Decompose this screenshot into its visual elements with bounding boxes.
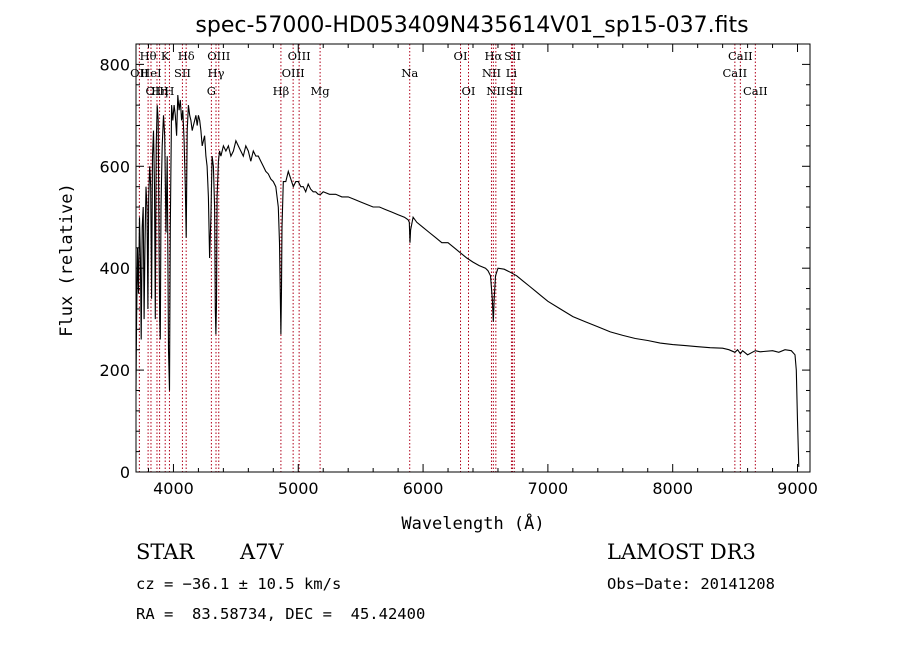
line-marker-label-0: OII (130, 66, 149, 80)
plot-frame (135, 43, 811, 473)
line-marker-label-6: H (164, 84, 174, 98)
x-tick-label-5: 9000 (777, 479, 818, 498)
line-marker-label-27: CaII (743, 84, 768, 98)
redshift-cz: cz = −36.1 ± 10.5 km/s (136, 575, 342, 593)
line-marker-label-24: SII (506, 84, 523, 98)
line-marker-label-14: OIII (288, 49, 311, 63)
line-marker-label-3: OIII (145, 84, 168, 98)
observation-date: Obs−Date: 20141208 (607, 575, 775, 593)
y-axis-label: Flux (relative) (57, 183, 77, 337)
line-marker-label-16: Na (401, 66, 418, 80)
line-marker-label-4: K (161, 49, 170, 63)
coordinates: RA = 83.58734, DEC = 45.42400 (136, 605, 426, 623)
spectrum-chart: spec-57000-HD053409N435614V01_sp15-037.f… (57, 13, 818, 534)
line-marker-label-7: SII (174, 66, 191, 80)
x-tick-label-0: 4000 (153, 479, 194, 498)
line-marker-label-26: CaII (728, 49, 753, 63)
x-tick-label-3: 7000 (528, 479, 569, 498)
object-class: STAR (136, 540, 195, 564)
y-tick-label-4: 800 (99, 55, 130, 74)
line-marker-label-20: Hα (484, 49, 502, 63)
line-marker-label-12: Hβ (273, 84, 290, 98)
line-marker-label-13: OIII (282, 66, 305, 80)
line-marker-label-2: HeI (140, 66, 161, 80)
line-marker-label-9: G (207, 84, 216, 98)
line-marker-label-25: CaII (722, 66, 747, 80)
y-tick-label-2: 400 (99, 259, 130, 278)
line-marker-label-19: NII (482, 66, 501, 80)
line-marker-label-8: Hδ (178, 49, 195, 63)
line-marker-label-10: Hγ (208, 66, 225, 80)
line-marker-label-17: OI (454, 49, 468, 63)
y-tick-label-1: 200 (99, 361, 130, 380)
chart-title: spec-57000-HD053409N435614V01_sp15-037.f… (195, 13, 748, 38)
x-tick-label-4: 8000 (652, 479, 693, 498)
line-marker-label-1: Hθ (140, 49, 157, 63)
line-marker-label-22: Li (506, 66, 518, 80)
line-marker-label-11: OIII (207, 49, 230, 63)
line-marker-label-18: OI (462, 84, 476, 98)
flux-series-line (135, 94, 800, 467)
line-marker-label-21: NII (486, 84, 505, 98)
axis-ticks: 4000 5000 6000 7000 8000 9000 0 200 400 600 800 (99, 44, 818, 498)
x-tick-label-1: 5000 (278, 479, 319, 498)
line-markers (138, 44, 756, 472)
survey-name: LAMOST DR3 (607, 540, 756, 564)
line-marker-label-15: Mg (311, 84, 331, 98)
line-marker-labels: OIIHθHeIOIIIKHηHSIIHδGHγOIIIHβOIIIOIIIMg… (130, 49, 768, 98)
line-marker-label-5: Hη (151, 84, 168, 98)
y-tick-label-0: 0 (120, 463, 130, 482)
x-axis-label: Wavelength (Å) (401, 512, 544, 534)
object-subclass: A7V (240, 540, 284, 564)
x-tick-label-2: 6000 (403, 479, 444, 498)
line-marker-label-23: SII (504, 49, 521, 63)
y-tick-label-3: 600 (99, 157, 130, 176)
